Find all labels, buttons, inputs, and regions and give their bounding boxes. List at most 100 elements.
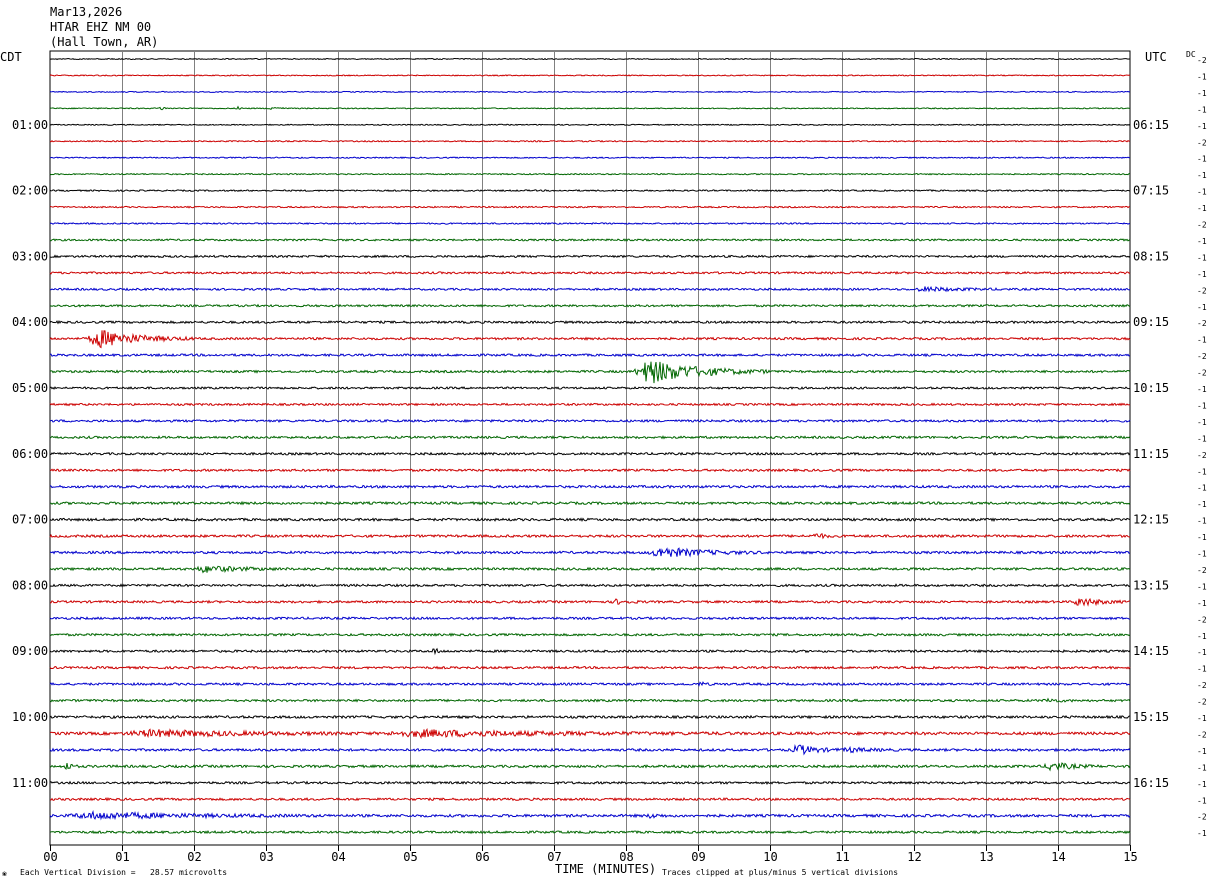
- x-tick-label: 01: [115, 850, 129, 864]
- dc-offset-label: -1: [1197, 648, 1207, 657]
- dc-offset-label: -1: [1197, 599, 1207, 608]
- x-tick-label: 05: [403, 850, 417, 864]
- trace-row-6: [49, 139, 1131, 143]
- trace-row-46: [49, 797, 1131, 802]
- dc-offset-label: -1: [1197, 763, 1207, 772]
- plot-frame: [49, 50, 1131, 846]
- utc-hour-label: 09:15: [1133, 315, 1169, 329]
- utc-hour-label: 07:15: [1133, 184, 1169, 198]
- trace-row-8: [49, 172, 1131, 176]
- dc-offset-label: -2: [1197, 286, 1207, 295]
- trace-row-43: [49, 743, 1131, 756]
- dc-offset-label: -1: [1197, 105, 1207, 114]
- dc-offset-label: -2: [1197, 56, 1207, 65]
- dc-offset-label: -1: [1197, 155, 1207, 164]
- dc-offset-label: -1: [1197, 434, 1207, 443]
- utc-hour-label: 08:15: [1133, 249, 1169, 263]
- left-axis-label: CDT: [0, 50, 22, 64]
- cdt-hour-label: 02:00: [12, 184, 48, 198]
- trace-row-12: [49, 238, 1131, 242]
- utc-hour-label: 16:15: [1133, 776, 1169, 790]
- x-axis-title: TIME (MINUTES): [555, 862, 656, 876]
- dc-offset-label: -2: [1197, 451, 1207, 460]
- cdt-hour-label: 03:00: [12, 249, 48, 263]
- dc-label: DC: [1186, 50, 1196, 59]
- trace-row-11: [49, 222, 1131, 225]
- x-tick-label: 02: [187, 850, 201, 864]
- x-tick-label: 15: [1123, 850, 1137, 864]
- trace-row-40: [49, 697, 1131, 703]
- x-tick-label: 11: [835, 850, 849, 864]
- utc-hour-label: 12:15: [1133, 513, 1169, 527]
- dc-offset-label: -2: [1197, 138, 1207, 147]
- trace-row-21: [49, 386, 1131, 390]
- dc-offset-label: -1: [1197, 582, 1207, 591]
- dc-offset-label: -2: [1197, 698, 1207, 707]
- dc-offset-label: -1: [1197, 780, 1207, 789]
- x-tick-label: 10: [763, 850, 777, 864]
- cdt-hour-label: 08:00: [12, 578, 48, 592]
- trace-row-34: [49, 597, 1131, 607]
- trace-row-24: [49, 435, 1131, 440]
- dc-offset-label: -1: [1197, 665, 1207, 674]
- trace-row-39: [49, 681, 1131, 687]
- trace-row-7: [49, 156, 1131, 160]
- dc-offset-label: -2: [1197, 813, 1207, 822]
- trace-row-4: [49, 105, 1131, 111]
- axis-labels: 00 01 02 03 04 05 06 07 08 09 10 11 12 13 14 15 -2 -1 -1 -1…: [12, 56, 1207, 864]
- trace-row-48: [49, 830, 1131, 835]
- dc-offset-label: -1: [1197, 237, 1207, 246]
- trace-row-36: [49, 632, 1131, 638]
- trace-row-47: [49, 810, 1131, 821]
- dc-offset-label: -1: [1197, 89, 1207, 98]
- x-tick-label: 03: [259, 850, 273, 864]
- trace-row-29: [49, 517, 1131, 523]
- dc-offset-label: -1: [1197, 171, 1207, 180]
- trace-row-5: [49, 123, 1131, 126]
- dc-offset-label: -1: [1197, 533, 1207, 542]
- x-tick-label: 12: [907, 850, 921, 864]
- trace-row-31: [49, 547, 1131, 558]
- trace-row-38: [49, 665, 1131, 670]
- trace-row-27: [49, 484, 1131, 489]
- footer-scale-note: Each Vertical Division = 28.57 microvolt…: [20, 868, 227, 877]
- cdt-hour-label: 09:00: [12, 644, 48, 658]
- dc-offset-label: -2: [1197, 681, 1207, 690]
- trace-row-37: [49, 647, 1131, 656]
- dc-offset-label: -2: [1197, 352, 1207, 361]
- trace-row-28: [49, 500, 1131, 506]
- trace-row-3: [49, 90, 1131, 94]
- dc-offset-label: -1: [1197, 747, 1207, 756]
- x-tick-label: 04: [331, 850, 345, 864]
- right-axis-label: UTC: [1145, 50, 1167, 64]
- dc-offset-label: -1: [1197, 204, 1207, 213]
- dc-offset-label: -1: [1197, 72, 1207, 81]
- cdt-hour-label: 06:00: [12, 447, 48, 461]
- trace-row-35: [49, 616, 1131, 621]
- footer-corner-mark: ❀: [2, 869, 7, 878]
- trace-row-45: [49, 780, 1131, 785]
- trace-row-42: [49, 727, 1131, 739]
- trace-row-15: [49, 285, 1131, 293]
- trace-row-41: [49, 714, 1131, 720]
- utc-hour-label: 14:15: [1133, 644, 1169, 658]
- x-tick-label: 08: [619, 850, 633, 864]
- dc-offset-label: -2: [1197, 566, 1207, 575]
- trace-row-18: [49, 330, 1131, 349]
- trace-row-20: [49, 361, 1131, 384]
- trace-row-30: [49, 532, 1131, 540]
- dc-offset-label: -1: [1197, 303, 1207, 312]
- dc-offset-label: -1: [1197, 401, 1207, 410]
- trace-row-2: [49, 74, 1131, 77]
- dc-offset-label: -1: [1197, 517, 1207, 526]
- x-tick-label: 14: [1051, 850, 1065, 864]
- dc-offset-label: -1: [1197, 253, 1207, 262]
- utc-hour-label: 10:15: [1133, 381, 1169, 395]
- trace-row-13: [49, 254, 1131, 259]
- dc-offset-label: -2: [1197, 369, 1207, 378]
- trace-row-19: [49, 352, 1131, 358]
- dc-offset-label: -1: [1197, 270, 1207, 279]
- dc-offset-label: -1: [1197, 796, 1207, 805]
- trace-row-9: [49, 189, 1131, 193]
